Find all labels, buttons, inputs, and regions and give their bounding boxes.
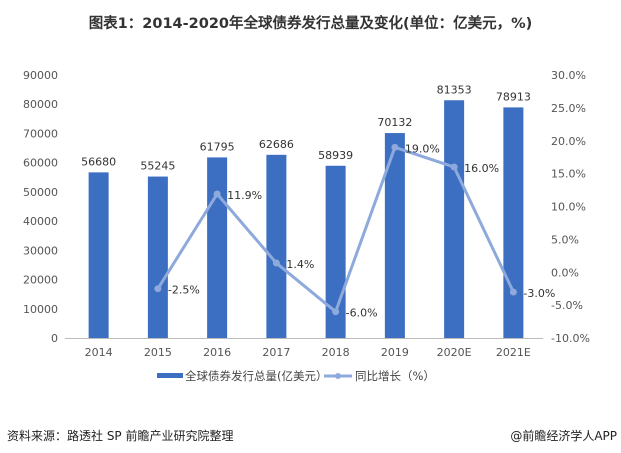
bar [88, 172, 109, 338]
source-note: 资料来源：路透社 SP 前瞻产业研究院整理 [7, 429, 234, 443]
x-axis-tick: 2021E [496, 346, 531, 359]
credit: @前瞻经济学人APP [510, 429, 617, 443]
left-axis-tick: 70000 [23, 127, 58, 140]
growth-data-label: 1.4% [286, 258, 314, 271]
growth-data-label: 11.9% [227, 189, 262, 202]
left-axis-tick: 60000 [23, 157, 58, 170]
x-axis-tick: 2016 [203, 346, 231, 359]
left-axis-tick: 20000 [23, 274, 58, 287]
right-axis-tick: 30.0% [551, 69, 586, 82]
right-axis-tick: -5.0% [551, 299, 583, 312]
x-axis-tick: 2019 [381, 346, 409, 359]
left-axis-tick: 50000 [23, 186, 58, 199]
bar-data-label: 62686 [259, 138, 294, 151]
left-axis-tick: 30000 [23, 244, 58, 257]
x-axis-tick: 2015 [144, 346, 172, 359]
growth-point [509, 288, 517, 296]
x-axis-tick: 2014 [85, 346, 113, 359]
bar-data-label: 61795 [200, 140, 235, 153]
bar-data-label: 70132 [377, 116, 412, 129]
growth-point [332, 308, 340, 316]
bar [207, 157, 228, 338]
bar-data-label: 58939 [318, 149, 353, 162]
right-axis-tick: 20.0% [551, 135, 586, 148]
left-axis-tick: 0 [51, 332, 58, 345]
chart-title: 图表1：2014-2020年全球债券发行总量及变化(单位：亿美元，%) [88, 16, 533, 32]
growth-point [213, 190, 221, 198]
growth-data-label: 16.0% [464, 162, 499, 175]
growth-data-label: -3.0% [523, 287, 555, 300]
bar [147, 176, 168, 338]
bar [266, 154, 287, 338]
legend-bar-label: 全球债券发行总量(亿美元） [185, 369, 328, 383]
legend-line-label: 同比增长（%） [355, 369, 435, 383]
bar [444, 100, 465, 338]
right-axis-tick: 0.0% [551, 266, 579, 279]
bar [384, 133, 405, 338]
left-axis-tick: 40000 [23, 215, 58, 228]
growth-data-label: -2.5% [168, 284, 200, 297]
legend-bar-swatch [157, 373, 183, 378]
growth-point [154, 285, 162, 293]
bar-data-label: 56680 [81, 155, 116, 168]
bar-data-label: 81353 [437, 83, 472, 96]
legend-line-marker [335, 373, 341, 379]
growth-data-label: -6.0% [346, 307, 378, 320]
growth-data-label: 19.0% [405, 142, 440, 155]
growth-point [391, 143, 399, 151]
right-axis-tick: 5.0% [551, 233, 579, 246]
left-axis-tick: 90000 [23, 69, 58, 82]
x-axis-tick: 2020E [437, 346, 472, 359]
right-axis-tick: -10.0% [551, 332, 590, 345]
right-axis-tick: 25.0% [551, 102, 586, 115]
bar-data-label: 78913 [496, 90, 531, 103]
x-axis-tick: 2017 [262, 346, 290, 359]
right-axis-tick: 15.0% [551, 168, 586, 181]
x-axis-tick: 2018 [322, 346, 350, 359]
growth-point [272, 259, 280, 267]
bar-data-label: 55245 [140, 160, 175, 173]
growth-point [450, 163, 458, 171]
right-axis-tick: 10.0% [551, 201, 586, 214]
left-axis-tick: 80000 [23, 98, 58, 111]
bar [503, 107, 524, 338]
left-axis-tick: 10000 [23, 303, 58, 316]
